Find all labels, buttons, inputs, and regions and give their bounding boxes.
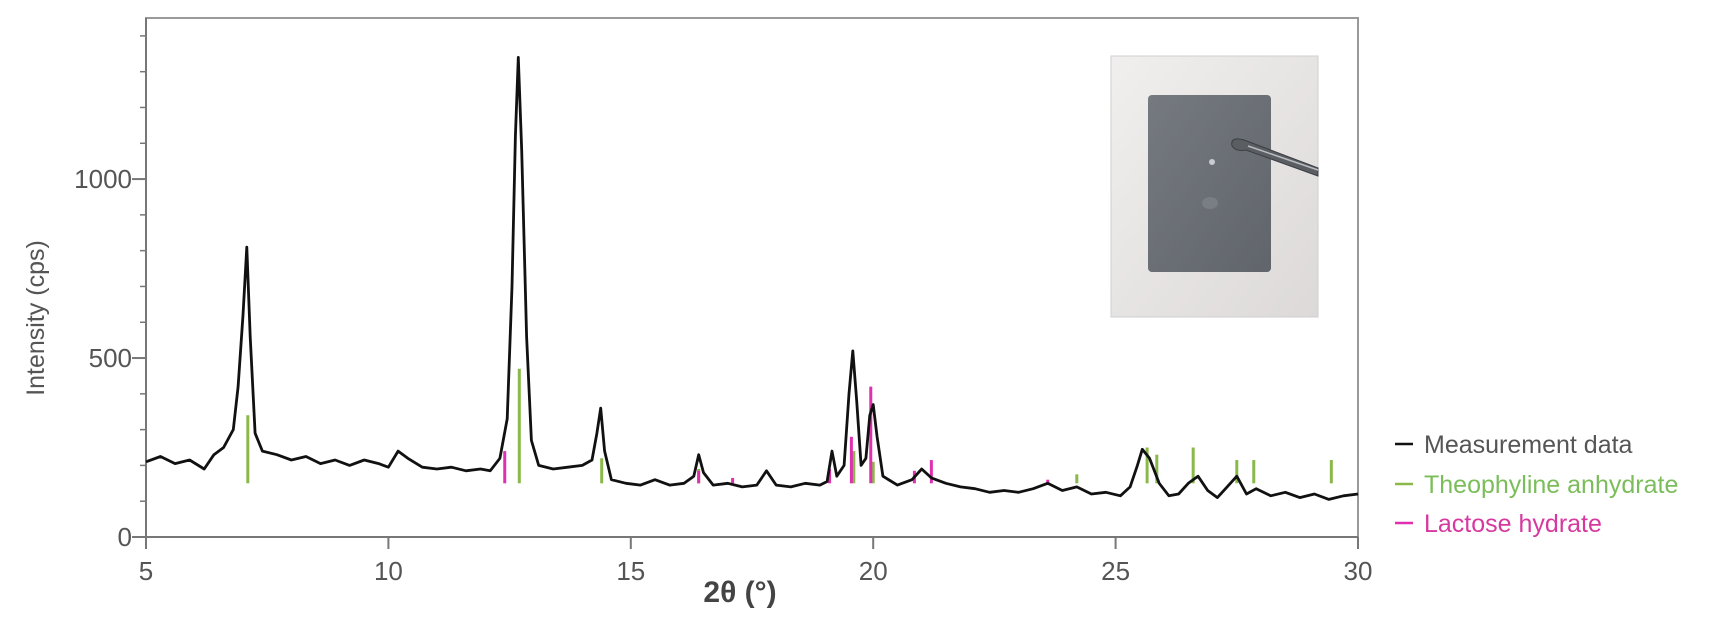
x-tick-label: 5 <box>139 556 153 586</box>
measurement-line <box>145 56 1359 501</box>
legend-label-lactose: Lactose hydrate <box>1424 510 1602 538</box>
y-tick-label: 1000 <box>74 164 132 194</box>
sample-plate <box>1148 95 1271 272</box>
y-axis-title: Intensity (cps) <box>22 240 50 396</box>
legend-label-measurement: Measurement data <box>1424 431 1633 459</box>
y-minor-ticks <box>140 35 146 502</box>
x-axis-ticks: 5 10 15 20 25 30 <box>139 537 1373 586</box>
x-tick-label: 30 <box>1344 556 1373 586</box>
measurement-data-line <box>145 56 1359 501</box>
x-tick-label: 10 <box>374 556 403 586</box>
legend: Measurement data Theophyline anhydrate L… <box>1395 431 1678 538</box>
y-tick-label: 500 <box>89 343 132 373</box>
reference-sticks <box>246 368 1333 484</box>
x-tick-label: 25 <box>1101 556 1130 586</box>
legend-label-theophyline: Theophyline anhydrate <box>1424 471 1678 499</box>
y-axis-ticks: 0 500 1000 <box>74 164 146 552</box>
x-axis-title: 2θ (°) <box>703 576 776 609</box>
x-tick-label: 20 <box>859 556 888 586</box>
sample-photo-inset <box>1110 55 1319 318</box>
y-tick-label: 0 <box>118 522 132 552</box>
x-tick-label: 15 <box>616 556 645 586</box>
